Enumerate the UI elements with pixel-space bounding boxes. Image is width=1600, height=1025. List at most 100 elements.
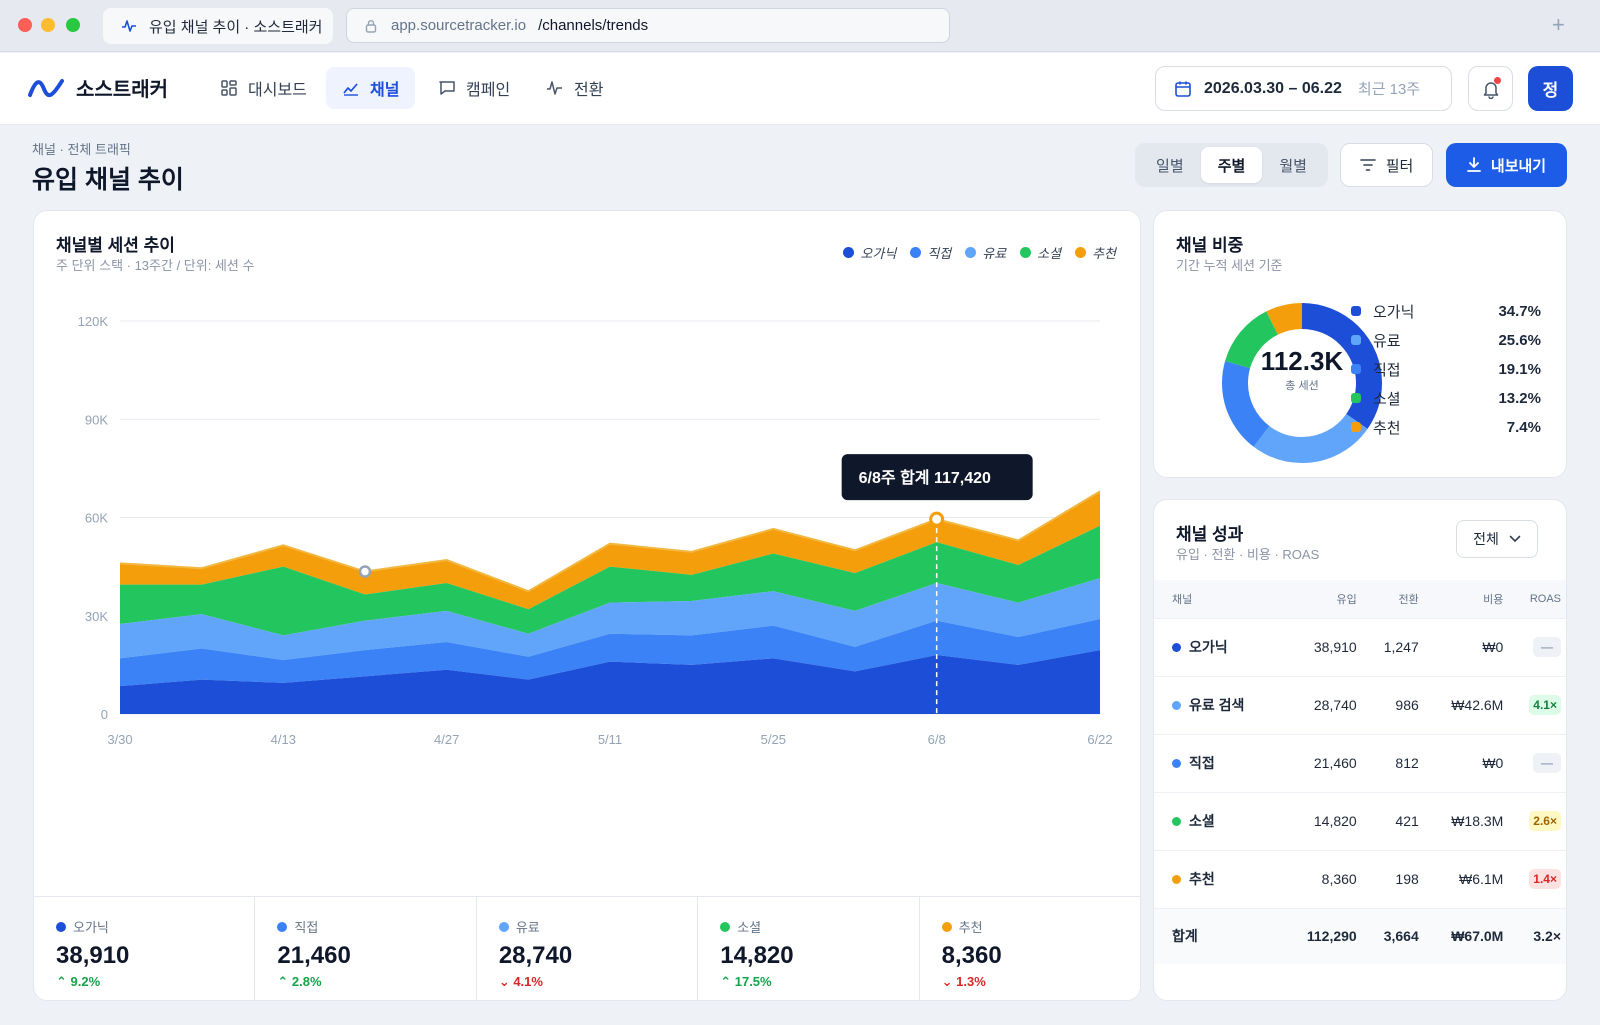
stat-direct: 직접 21,460 ⌃ 2.8%	[255, 897, 477, 1000]
y-tick-label: 0	[101, 707, 108, 722]
address-bar[interactable]: app.sourcetracker.io /channels/trends	[346, 8, 950, 43]
channel-stats-row: 오가닉 38,910 ⌃ 9.2% 직접 21,460 ⌃ 2.8% 유료 28…	[34, 896, 1140, 1000]
legend-item-direct[interactable]: 직접	[910, 243, 951, 262]
legend-item-organic[interactable]: 오가닉	[843, 243, 896, 262]
stat-label: 추천	[958, 920, 983, 935]
period-tab-weekly[interactable]: 주별	[1200, 147, 1263, 183]
donut-slice-paid[interactable]	[1222, 303, 1382, 463]
column-header[interactable]: ROAS	[1509, 580, 1566, 618]
stat-organic: 오가닉 38,910 ⌃ 9.2%	[34, 897, 256, 1000]
dropdown-value: 전체	[1473, 531, 1499, 547]
filter-button[interactable]: 필터	[1340, 143, 1433, 187]
stacked-area-chart[interactable]: 0 30K 60K 90K 120K 3/30 4/13 4/27 5/11 5/25 6/8 6/2…	[34, 291, 1142, 811]
table-row[interactable]: 추천 8,360 198 ₩6.1M 1.4×	[1154, 849, 1566, 908]
export-button[interactable]: 내보내기	[1446, 143, 1567, 187]
nav-item-label: 캠페인	[466, 82, 511, 99]
nav-item-label: 대시보드	[248, 82, 307, 99]
column-header[interactable]: 비용	[1424, 580, 1510, 618]
maximize-window-dot[interactable]	[66, 18, 80, 32]
table-header-row: 채널 유입 전환 비용 ROAS	[1154, 580, 1566, 618]
donut-slice-referral[interactable]	[1222, 303, 1382, 463]
nav-item-conversions[interactable]: 전환	[530, 67, 619, 109]
x-tick-label: 6/22	[1087, 732, 1112, 747]
new-tab-plus-icon[interactable]: +	[1552, 12, 1565, 37]
lock-icon	[365, 19, 377, 33]
x-tick-label: 4/27	[434, 732, 459, 747]
area-series-organic[interactable]	[120, 650, 1100, 714]
activity-icon	[122, 20, 136, 32]
legend-item-paid[interactable]: 유료	[965, 243, 1006, 262]
period-segmented-control: 일별 주별 월별	[1135, 143, 1328, 187]
roas-badge: 1.4×	[1529, 869, 1561, 889]
table-row[interactable]: 유료 검색 28,740 986 ₩42.6M 4.1×	[1154, 675, 1566, 734]
x-tick-label: 5/11	[598, 732, 622, 747]
area-series-social[interactable]	[120, 525, 1100, 636]
url-host: app.sourcetracker.io	[391, 17, 527, 34]
nav-item-label: 전환	[574, 82, 604, 99]
total-sessions-value: 112.3K	[1260, 346, 1344, 376]
trend-line-icon	[343, 83, 358, 96]
table-row[interactable]: 소셜 14,820 421 ₩18.3M 2.6×	[1154, 791, 1566, 850]
share-item-organic: 오가닉 34.7%	[1351, 301, 1541, 321]
roas-badge: —	[1533, 637, 1561, 657]
nav-item-dashboard[interactable]: 대시보드	[204, 67, 323, 109]
y-tick-label: 30K	[85, 609, 108, 624]
stat-paid: 유료 28,740 ⌄ 4.1%	[477, 897, 699, 1000]
share-item-paid: 유료 25.6%	[1351, 330, 1541, 350]
stat-label: 소셜	[737, 920, 762, 935]
wave-logo-icon	[28, 78, 64, 97]
tooltip-box	[841, 454, 1033, 501]
share-item-referral: 추천 7.4%	[1351, 417, 1541, 437]
date-range-picker[interactable]: 2026.03.30 – 06.22 최근 13주	[1155, 66, 1452, 111]
column-header[interactable]: 채널	[1154, 580, 1282, 618]
channel-filter-dropdown[interactable]: 전체	[1456, 520, 1538, 558]
period-tab-daily[interactable]: 일별	[1156, 157, 1184, 175]
stat-label: 유료	[515, 920, 540, 935]
area-series-direct[interactable]	[120, 619, 1100, 687]
column-header[interactable]: 전환	[1362, 580, 1425, 618]
stat-change: ⌄ 1.3%	[941, 974, 986, 989]
notifications-button[interactable]	[1468, 66, 1513, 111]
close-window-dot[interactable]	[18, 18, 32, 32]
table-row[interactable]: 직접 21,460 812 ₩0 —	[1154, 733, 1566, 792]
x-tick-label: 5/25	[761, 732, 786, 747]
y-tick-label: 60K	[85, 511, 108, 526]
donut-slice-direct[interactable]	[1222, 303, 1382, 463]
filter-icon	[1359, 159, 1376, 171]
share-item-direct: 직접 19.1%	[1351, 359, 1541, 379]
browser-titlebar: 유입 채널 추이 · 소스트래커 app.sourcetracker.io /c…	[0, 0, 1600, 52]
logo-text: 소스트래커	[76, 79, 168, 101]
roas-badge: 2.6×	[1529, 811, 1561, 831]
roas-badge: 4.1×	[1529, 695, 1561, 715]
highlighted-point-marker[interactable]	[929, 511, 945, 527]
stat-value: 8,360	[941, 942, 1002, 969]
share-donut-chart[interactable]	[1202, 283, 1402, 483]
card-title: 채널 비중	[1176, 236, 1244, 255]
nav-item-channels[interactable]: 채널	[326, 67, 416, 109]
area-series-paid[interactable]	[120, 578, 1100, 660]
performance-table: 채널 유입 전환 비용 ROAS 오가닉 38,910 1,247 ₩0 — 유료 …	[1154, 580, 1566, 964]
card-subtitle: 기간 누적 세션 기준	[1176, 258, 1283, 273]
url-path: /channels/trends	[538, 17, 649, 34]
card-title: 채널별 세션 추이	[56, 236, 175, 255]
legend-item-social[interactable]: 소셜	[1020, 243, 1061, 262]
data-point-marker[interactable]	[358, 565, 372, 578]
stat-value: 38,910	[56, 942, 130, 969]
user-avatar[interactable]: 정	[1528, 66, 1573, 111]
table-row[interactable]: 오가닉 38,910 1,247 ₩0 —	[1154, 617, 1566, 676]
browser-tab[interactable]: 유입 채널 추이 · 소스트래커	[103, 8, 333, 44]
period-tab-monthly[interactable]: 월별	[1279, 157, 1307, 175]
legend-item-referral[interactable]: 추천	[1075, 243, 1116, 262]
channel-share-card: 채널 비중 기간 누적 세션 기준 112.3K 총 세션 오가닉 34.7% 유…	[1153, 210, 1567, 478]
column-header[interactable]: 유입	[1281, 580, 1363, 618]
y-tick-label: 120K	[78, 314, 109, 329]
y-tick-label: 90K	[85, 412, 108, 427]
stat-label: 오가닉	[73, 920, 109, 935]
app-logo[interactable]: 소스트래커	[28, 73, 168, 102]
stat-value: 21,460	[277, 942, 351, 969]
minimize-window-dot[interactable]	[41, 18, 55, 32]
area-series-referral[interactable]	[120, 491, 1100, 610]
nav-item-campaigns[interactable]: 캠페인	[422, 67, 526, 109]
table-total-row: 합계 112,290 3,664 ₩67.0M 3.2×	[1154, 907, 1566, 964]
nav-item-label: 채널	[370, 82, 400, 99]
